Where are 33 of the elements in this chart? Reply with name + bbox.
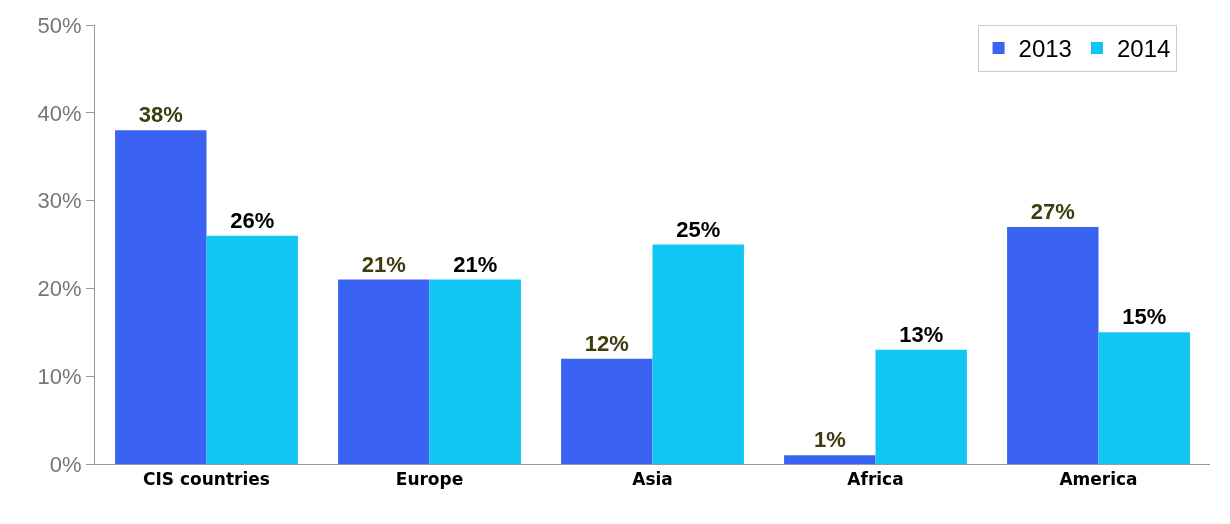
bar [1098, 332, 1190, 464]
bar [652, 244, 744, 464]
data-label: 27% [1030, 198, 1075, 224]
y-tick-label: 50% [37, 12, 82, 38]
legend-label: 2014 [1116, 35, 1171, 63]
y-tick-label: 20% [37, 276, 82, 302]
x-tick-label: Africa [847, 469, 904, 490]
legend-label: 2013 [1018, 35, 1072, 63]
bar [561, 358, 653, 464]
bar [1007, 226, 1099, 464]
data-label: 25% [676, 216, 721, 242]
y-tick-label: 0% [49, 451, 82, 477]
y-tick-label: 40% [37, 100, 82, 126]
data-label: 1% [813, 427, 846, 453]
bar [338, 279, 430, 464]
bar [784, 455, 876, 464]
data-label: 21% [453, 251, 498, 277]
x-tick-label: America [1059, 469, 1138, 490]
bar [206, 235, 298, 464]
data-label: 26% [230, 207, 275, 233]
data-label: 38% [138, 102, 183, 128]
data-label: 15% [1122, 304, 1167, 330]
bar [875, 349, 967, 464]
data-label: 12% [584, 330, 629, 356]
y-tick-label: 30% [37, 188, 82, 214]
bar [115, 130, 207, 464]
x-tick-label: CIS countries [143, 469, 270, 490]
x-tick-label: Europe [395, 469, 464, 490]
data-label: 21% [361, 251, 406, 277]
x-tick-label: Asia [632, 469, 673, 490]
y-tick-label: 10% [37, 363, 82, 389]
data-label: 13% [899, 321, 944, 347]
bar [429, 279, 521, 464]
